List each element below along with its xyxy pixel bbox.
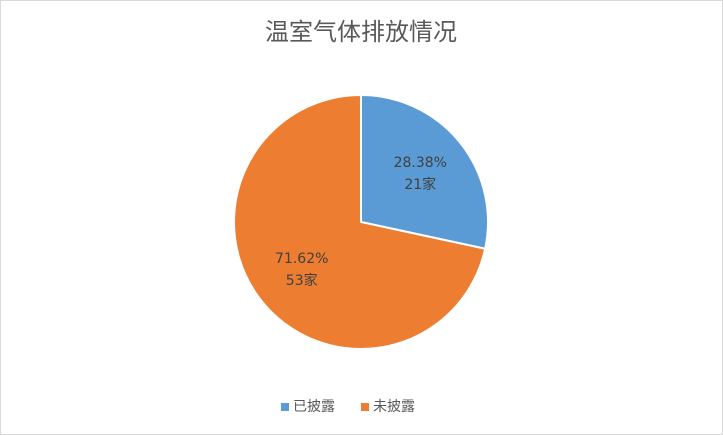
data-label: 21家 (404, 176, 436, 193)
chart-title: 温室气体排放情况 (265, 18, 457, 46)
pie-slice (360, 93, 489, 250)
legend-label: 已披露 (293, 399, 335, 415)
data-label: 71.62% (275, 251, 328, 267)
data-label: 53家 (286, 272, 318, 289)
legend-swatch (281, 403, 289, 411)
legend-label: 未披露 (373, 399, 415, 415)
pie-slice (233, 93, 487, 350)
legend-swatch (361, 403, 369, 411)
data-label: 28.38% (394, 155, 447, 171)
